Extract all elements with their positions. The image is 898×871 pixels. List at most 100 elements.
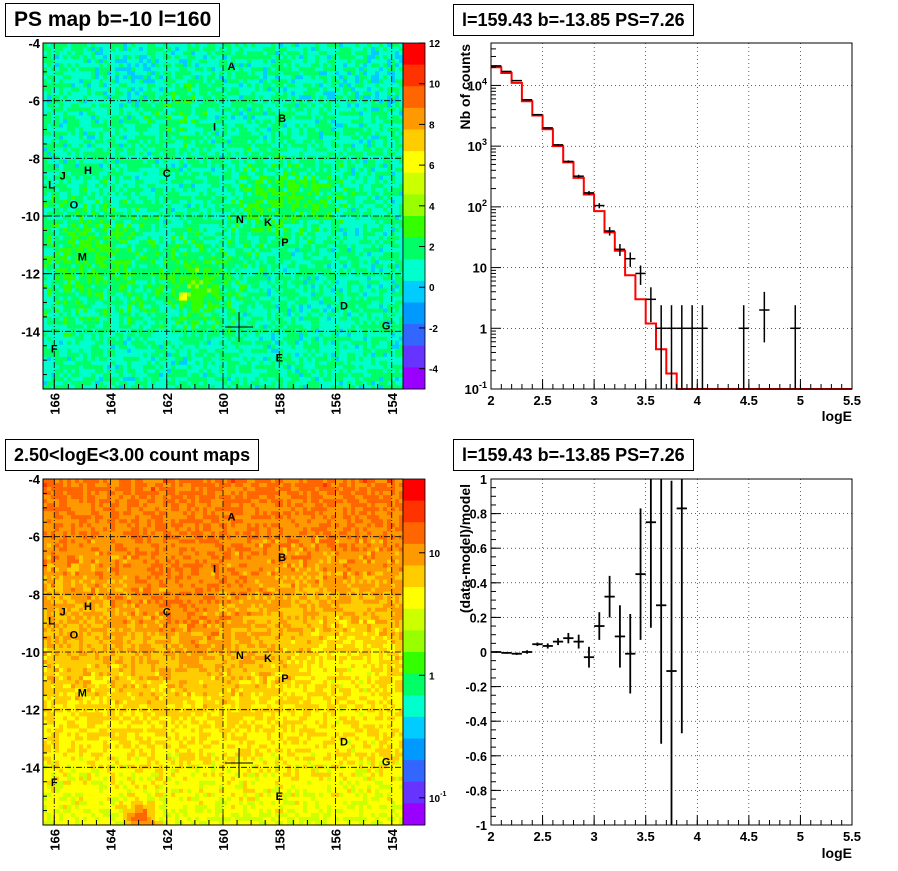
heatmap-cell: [103, 136, 107, 140]
heatmap-cell: [103, 55, 107, 59]
heatmap-cell: [139, 111, 143, 115]
heatmap-cell: [75, 148, 79, 152]
heatmap-cell: [259, 71, 263, 75]
heatmap-cell: [231, 140, 235, 144]
heatmap-cell: [299, 91, 303, 95]
heatmap-cell: [307, 55, 311, 59]
heatmap-cell: [383, 208, 387, 212]
heatmap-cell: [311, 107, 315, 111]
heatmap-cell: [311, 43, 315, 47]
heatmap-cell: [99, 59, 103, 63]
heatmap-cell: [339, 111, 343, 115]
heatmap-cell: [55, 99, 59, 103]
heatmap-cell: [143, 180, 147, 184]
heatmap-cell: [307, 168, 311, 172]
heatmap-cell: [135, 79, 139, 83]
heatmap-cell: [311, 103, 315, 107]
heatmap-cell: [355, 99, 359, 103]
heatmap-cell: [231, 47, 235, 51]
heatmap-cell: [351, 95, 355, 99]
heatmap-cell: [175, 51, 179, 55]
heatmap-cell: [291, 208, 295, 212]
heatmap-cell: [319, 140, 323, 144]
heatmap-cell: [303, 208, 307, 212]
heatmap-cell: [339, 47, 343, 51]
heatmap-cell: [283, 51, 287, 55]
heatmap-cell: [135, 148, 139, 152]
heatmap-cell: [207, 123, 211, 127]
heatmap-cell: [215, 184, 219, 188]
heatmap-cell: [315, 47, 319, 51]
heatmap-cell: [343, 192, 347, 196]
heatmap-cell: [115, 91, 119, 95]
heatmap-cell: [247, 51, 251, 55]
heatmap-cell: [67, 51, 71, 55]
heatmap-cell: [195, 160, 199, 164]
heatmap-cell: [119, 180, 123, 184]
heatmap-cell: [275, 83, 279, 87]
heatmap-cell: [223, 43, 227, 47]
heatmap-cell: [75, 188, 79, 192]
heatmap-cell: [87, 119, 91, 123]
heatmap-cell: [111, 127, 115, 131]
heatmap-cell: [91, 208, 95, 212]
heatmap-cell: [295, 132, 299, 136]
heatmap-cell: [235, 148, 239, 152]
heatmap-cell: [127, 188, 131, 192]
heatmap-cell: [275, 51, 279, 55]
heatmap-cell: [343, 119, 347, 123]
heatmap-cell: [227, 127, 231, 131]
heatmap-cell: [115, 204, 119, 208]
heatmap-cell: [283, 91, 287, 95]
heatmap-cell: [47, 216, 51, 220]
heatmap-cell: [79, 164, 83, 168]
heatmap-cell: [203, 220, 207, 224]
heatmap-cell: [179, 176, 183, 180]
heatmap-cell: [223, 188, 227, 192]
heatmap-cell: [79, 43, 83, 47]
heatmap-cell: [175, 132, 179, 136]
heatmap-cell: [343, 184, 347, 188]
heatmap-cell: [363, 204, 367, 208]
heatmap-cell: [63, 59, 67, 63]
heatmap-cell: [315, 107, 319, 111]
heatmap-cell: [379, 115, 383, 119]
heatmap-cell: [75, 119, 79, 123]
heatmap-cell: [179, 208, 183, 212]
heatmap-cell: [307, 47, 311, 51]
heatmap-cell: [267, 119, 271, 123]
heatmap-cell: [255, 67, 259, 71]
heatmap-cell: [371, 43, 375, 47]
heatmap-cell: [179, 168, 183, 172]
heatmap-cell: [247, 107, 251, 111]
heatmap-cell: [79, 148, 83, 152]
heatmap-cell: [315, 168, 319, 172]
heatmap-cell: [375, 63, 379, 67]
heatmap-cell: [91, 67, 95, 71]
heatmap-cell: [135, 172, 139, 176]
heatmap-cell: [191, 47, 195, 51]
heatmap-cell: [271, 75, 275, 79]
heatmap-cell: [131, 216, 135, 220]
heatmap-cell: [123, 196, 127, 200]
heatmap-cell: [291, 196, 295, 200]
heatmap-cell: [99, 43, 103, 47]
heatmap-cell: [339, 119, 343, 123]
heatmap-cell: [247, 91, 251, 95]
heatmap-cell: [283, 136, 287, 140]
heatmap-cell: [383, 132, 387, 136]
heatmap-cell: [255, 43, 259, 47]
heatmap-cell: [263, 176, 267, 180]
heatmap-cell: [179, 136, 183, 140]
heatmap-cell: [47, 200, 51, 204]
heatmap-cell: [207, 111, 211, 115]
heatmap-cell: [355, 184, 359, 188]
heatmap-cell: [395, 67, 399, 71]
heatmap-cell: [147, 111, 151, 115]
heatmap-cell: [247, 83, 251, 87]
heatmap-cell: [135, 188, 139, 192]
heatmap-cell: [127, 132, 131, 136]
heatmap-cell: [355, 51, 359, 55]
heatmap-cell: [223, 144, 227, 148]
heatmap-cell: [303, 67, 307, 71]
